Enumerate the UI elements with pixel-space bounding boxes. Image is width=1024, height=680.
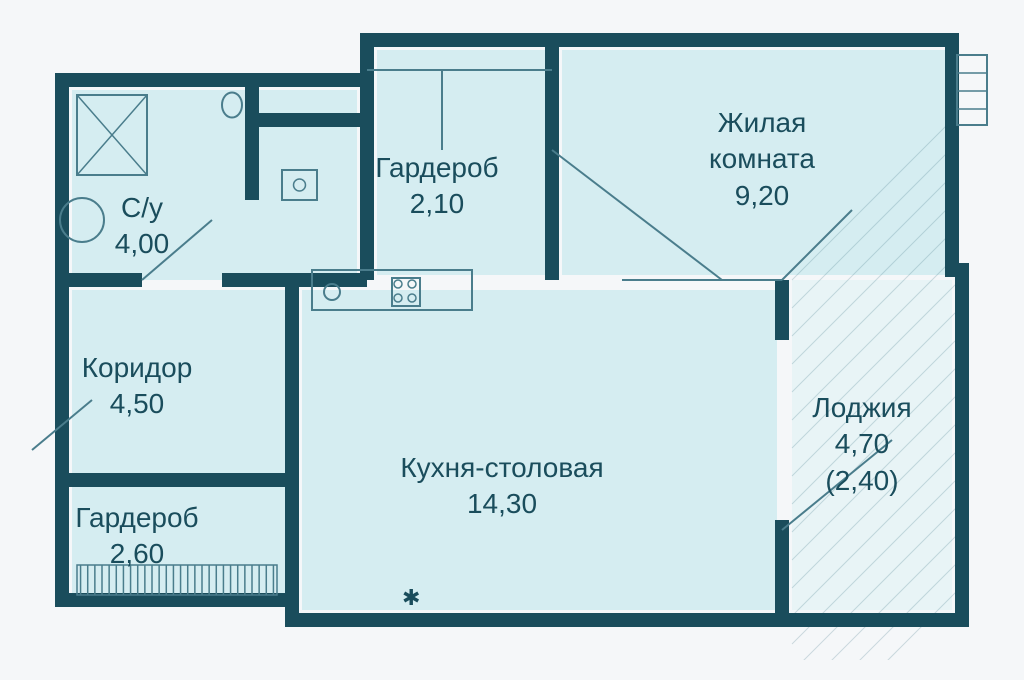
room-name: Гардероб bbox=[75, 500, 198, 536]
room-name: Лоджия bbox=[812, 390, 911, 426]
room-area: 9,20 bbox=[709, 178, 815, 214]
room-name: С/у bbox=[115, 190, 170, 226]
floorplan-diagram: ✱ С/у4,00Гардероб2,10Жилаякомната9,20Кор… bbox=[22, 20, 1002, 660]
svg-text:✱: ✱ bbox=[402, 585, 420, 610]
room-area: 4,70 bbox=[812, 426, 911, 462]
room-label-wardrobe1: Гардероб2,10 bbox=[375, 150, 498, 223]
room-name: Жилая bbox=[709, 105, 815, 141]
room-label-wardrobe2: Гардероб2,60 bbox=[75, 500, 198, 573]
room-label-kitchen: Кухня-столовая14,30 bbox=[400, 450, 603, 523]
room-label-living: Жилаякомната9,20 bbox=[709, 105, 815, 214]
room-label-loggia: Лоджия4,70(2,40) bbox=[812, 390, 911, 499]
room-area: 2,10 bbox=[375, 186, 498, 222]
room-area: 4,00 bbox=[115, 226, 170, 262]
room-area: 4,50 bbox=[82, 386, 193, 422]
room-name: Коридор bbox=[82, 350, 193, 386]
room-area: 14,30 bbox=[400, 486, 603, 522]
room-name: комната bbox=[709, 141, 815, 177]
room-area: 2,60 bbox=[75, 536, 198, 572]
room-area-secondary: (2,40) bbox=[812, 463, 911, 499]
room-label-corridor: Коридор4,50 bbox=[82, 350, 193, 423]
room-name: Кухня-столовая bbox=[400, 450, 603, 486]
room-name: Гардероб bbox=[375, 150, 498, 186]
room-label-bathroom: С/у4,00 bbox=[115, 190, 170, 263]
